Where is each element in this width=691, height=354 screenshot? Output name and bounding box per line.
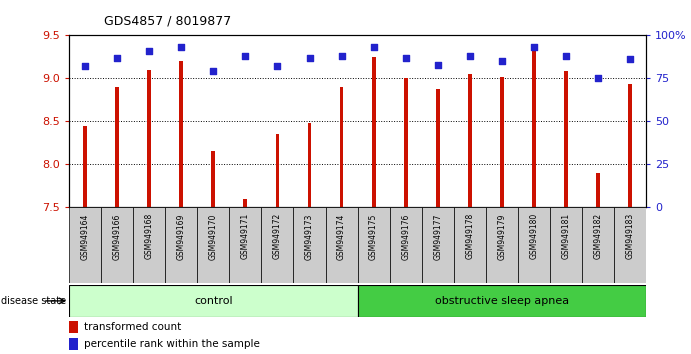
Point: [208, 69, 219, 74]
Bar: [486, 207, 518, 283]
Bar: [358, 207, 390, 283]
Text: GSM949182: GSM949182: [594, 213, 603, 259]
Bar: [358, 285, 646, 317]
Bar: [147, 70, 151, 207]
Point: [304, 55, 315, 61]
Point: [432, 62, 443, 67]
Point: [240, 53, 251, 59]
Text: GSM949177: GSM949177: [433, 213, 442, 259]
Bar: [276, 134, 279, 207]
Bar: [69, 321, 78, 333]
Text: GSM949179: GSM949179: [498, 213, 507, 259]
Text: GSM949173: GSM949173: [305, 213, 314, 259]
Bar: [83, 126, 87, 207]
Point: [625, 57, 636, 62]
Point: [272, 63, 283, 69]
Bar: [211, 151, 216, 207]
Text: disease state: disease state: [1, 296, 66, 306]
Bar: [596, 173, 600, 207]
Bar: [404, 78, 408, 207]
Bar: [372, 57, 375, 207]
Bar: [294, 207, 325, 283]
Text: GSM949175: GSM949175: [369, 213, 378, 259]
Bar: [340, 87, 343, 207]
Bar: [436, 88, 439, 207]
Bar: [582, 207, 614, 283]
Point: [400, 55, 411, 61]
Text: GSM949181: GSM949181: [562, 213, 571, 259]
Text: obstructive sleep apnea: obstructive sleep apnea: [435, 296, 569, 306]
Bar: [518, 207, 550, 283]
Bar: [69, 338, 78, 350]
Text: control: control: [194, 296, 233, 306]
Bar: [69, 207, 101, 283]
Text: transformed count: transformed count: [84, 322, 181, 332]
Point: [112, 55, 123, 61]
Bar: [564, 72, 568, 207]
Text: GSM949171: GSM949171: [241, 213, 250, 259]
Text: percentile rank within the sample: percentile rank within the sample: [84, 339, 259, 349]
Bar: [454, 207, 486, 283]
Text: GSM949166: GSM949166: [113, 213, 122, 259]
Bar: [243, 199, 247, 207]
Point: [336, 53, 347, 59]
Bar: [180, 61, 183, 207]
Bar: [261, 207, 294, 283]
Text: GSM949169: GSM949169: [177, 213, 186, 259]
Text: GSM949168: GSM949168: [144, 213, 153, 259]
Bar: [198, 207, 229, 283]
Bar: [628, 84, 632, 207]
Bar: [468, 74, 472, 207]
Bar: [325, 207, 358, 283]
Text: GSM949176: GSM949176: [401, 213, 410, 259]
Bar: [422, 207, 454, 283]
Point: [496, 58, 507, 64]
Bar: [69, 285, 358, 317]
Point: [79, 63, 91, 69]
Point: [529, 45, 540, 50]
Point: [368, 45, 379, 50]
Text: GSM949174: GSM949174: [337, 213, 346, 259]
Text: GSM949183: GSM949183: [625, 213, 634, 259]
Text: GSM949164: GSM949164: [81, 213, 90, 259]
Bar: [614, 207, 646, 283]
Bar: [532, 48, 536, 207]
Text: GDS4857 / 8019877: GDS4857 / 8019877: [104, 14, 231, 27]
Text: GSM949180: GSM949180: [529, 213, 538, 259]
Text: GSM949172: GSM949172: [273, 213, 282, 259]
Text: GSM949178: GSM949178: [465, 213, 474, 259]
Point: [144, 48, 155, 54]
Bar: [550, 207, 582, 283]
Bar: [133, 207, 165, 283]
Bar: [115, 87, 119, 207]
Point: [176, 45, 187, 50]
Point: [592, 75, 603, 81]
Bar: [101, 207, 133, 283]
Bar: [390, 207, 422, 283]
Bar: [307, 123, 312, 207]
Bar: [500, 76, 504, 207]
Bar: [165, 207, 198, 283]
Text: GSM949170: GSM949170: [209, 213, 218, 259]
Point: [560, 53, 571, 59]
Point: [464, 53, 475, 59]
Bar: [229, 207, 261, 283]
